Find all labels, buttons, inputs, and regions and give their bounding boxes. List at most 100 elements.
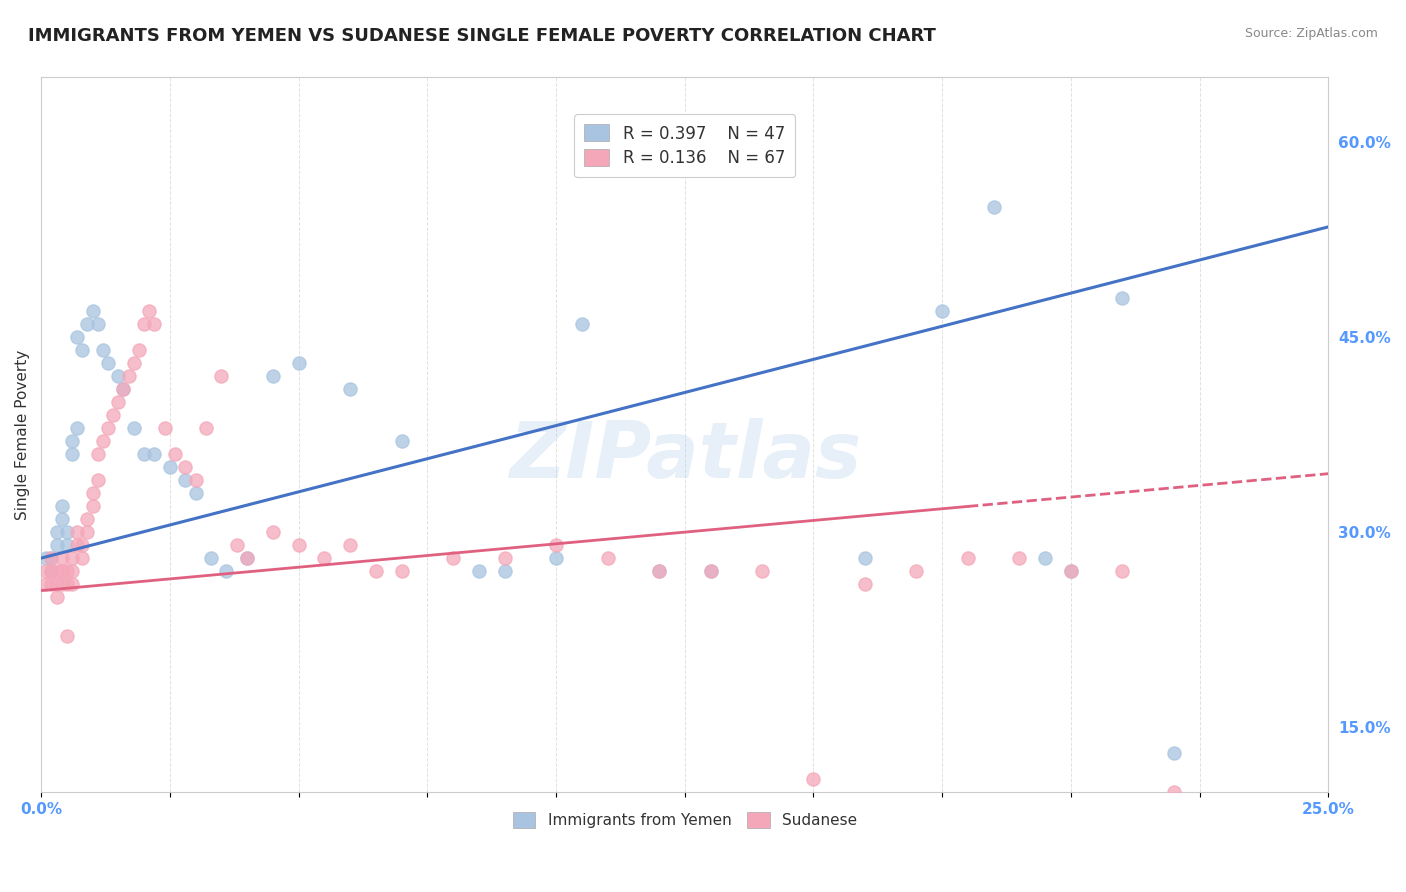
Point (339, 382, 361, 396)
Point (174, 460, 197, 475)
Point (1163, 785, 1185, 799)
Point (751, 564, 773, 578)
Point (66, 538, 89, 552)
Text: IMMIGRANTS FROM YEMEN VS SUDANESE SINGLE FEMALE POVERTY CORRELATION CHART: IMMIGRANTS FROM YEMEN VS SUDANESE SINGLE… (28, 27, 936, 45)
Point (143, 447, 166, 461)
Legend: Immigrants from Yemen, Sudanese: Immigrants from Yemen, Sudanese (506, 806, 863, 834)
Point (184, 473, 207, 487)
Point (103, 408, 125, 422)
Point (66, 421, 89, 435)
Point (853, 551, 876, 566)
Point (132, 318, 155, 332)
Point (138, 304, 160, 318)
Point (441, 551, 464, 566)
Point (45, 564, 67, 578)
Point (72, 551, 94, 566)
Point (87, 473, 110, 487)
Point (45, 538, 67, 552)
Point (35, 577, 58, 591)
Point (91, 343, 114, 358)
Point (153, 421, 176, 435)
Point (66, 525, 89, 540)
Point (200, 551, 222, 566)
Point (45, 590, 67, 604)
Point (35, 564, 58, 578)
Point (41, 551, 63, 566)
Point (1033, 551, 1056, 566)
Point (544, 538, 567, 552)
Point (494, 551, 516, 566)
Point (132, 447, 155, 461)
Point (60, 551, 83, 566)
Point (76, 525, 98, 540)
Point (1111, 291, 1133, 305)
Point (51, 512, 73, 526)
Point (184, 486, 207, 500)
Point (983, 200, 1005, 214)
Point (41, 564, 63, 578)
Point (56, 629, 79, 643)
Point (494, 564, 516, 578)
Point (122, 421, 145, 435)
Point (143, 318, 166, 332)
Point (648, 564, 671, 578)
Point (91, 434, 114, 449)
Point (97, 421, 120, 435)
Point (128, 343, 150, 358)
Point (699, 564, 721, 578)
Point (51, 564, 73, 578)
Point (60, 447, 83, 461)
Point (41, 551, 63, 566)
Point (262, 369, 284, 384)
Point (699, 564, 721, 578)
Point (215, 564, 238, 578)
Point (174, 473, 197, 487)
Point (262, 525, 284, 540)
Point (107, 395, 129, 409)
Point (339, 538, 361, 552)
Point (51, 577, 73, 591)
Point (803, 772, 825, 786)
Point (225, 538, 247, 552)
Point (287, 356, 309, 370)
Point (236, 551, 259, 566)
Point (905, 564, 928, 578)
Point (236, 551, 259, 566)
Point (1008, 551, 1031, 566)
Point (87, 447, 110, 461)
Point (391, 564, 413, 578)
Point (72, 538, 94, 552)
Point (45, 525, 67, 540)
Point (194, 421, 217, 435)
Point (163, 447, 186, 461)
Point (82, 486, 104, 500)
Point (596, 551, 619, 566)
Point (364, 564, 387, 578)
Point (82, 499, 104, 513)
Point (1060, 564, 1083, 578)
Point (287, 538, 309, 552)
Point (41, 577, 63, 591)
Point (97, 356, 120, 370)
Point (1163, 746, 1185, 760)
Point (76, 318, 98, 332)
Point (571, 318, 593, 332)
Point (82, 304, 104, 318)
Point (87, 318, 110, 332)
Point (51, 499, 73, 513)
Point (468, 564, 491, 578)
Text: Source: ZipAtlas.com: Source: ZipAtlas.com (1244, 27, 1378, 40)
Y-axis label: Single Female Poverty: Single Female Poverty (15, 350, 30, 520)
Point (56, 538, 79, 552)
Point (1060, 564, 1083, 578)
Point (648, 564, 671, 578)
Point (56, 525, 79, 540)
Point (1111, 564, 1133, 578)
Point (41, 564, 63, 578)
Point (112, 382, 135, 396)
Point (391, 434, 413, 449)
Point (45, 577, 67, 591)
Text: ZIPatlas: ZIPatlas (509, 418, 860, 494)
Point (544, 551, 567, 566)
Point (117, 369, 139, 384)
